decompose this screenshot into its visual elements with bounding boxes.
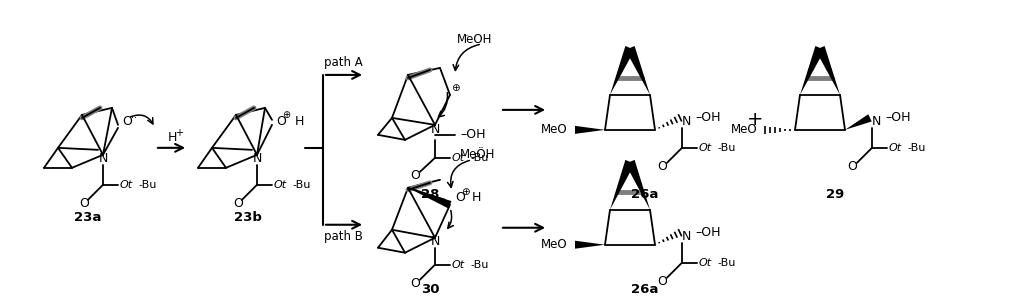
Text: -Bu: -Bu <box>717 258 735 268</box>
Text: H: H <box>167 131 177 144</box>
Text: O: O <box>410 169 420 182</box>
Text: 26a: 26a <box>632 188 658 201</box>
Polygon shape <box>626 46 650 95</box>
Text: O: O <box>276 115 286 128</box>
Polygon shape <box>575 126 605 134</box>
Text: N: N <box>682 230 691 243</box>
Text: –OH: –OH <box>695 226 721 239</box>
Text: –OH: –OH <box>695 111 721 124</box>
Text: 23b: 23b <box>234 211 262 224</box>
Polygon shape <box>610 46 635 95</box>
Text: MeÖH: MeÖH <box>461 148 496 161</box>
Text: Ot: Ot <box>452 260 465 270</box>
Text: N: N <box>872 115 882 128</box>
Text: ··: ·· <box>464 32 470 41</box>
Polygon shape <box>575 241 605 249</box>
Text: ⊕: ⊕ <box>451 83 460 93</box>
Text: –OH: –OH <box>460 128 485 141</box>
Text: path B: path B <box>324 230 362 243</box>
Polygon shape <box>800 46 824 95</box>
Text: 30: 30 <box>421 283 439 296</box>
Text: MeO: MeO <box>541 123 567 136</box>
Polygon shape <box>610 160 635 210</box>
Text: 23a: 23a <box>75 211 101 224</box>
Text: O: O <box>657 160 667 173</box>
Text: -Bu: -Bu <box>138 180 157 190</box>
Text: MeO: MeO <box>730 123 757 136</box>
Polygon shape <box>815 46 840 95</box>
Text: Ot: Ot <box>699 258 712 268</box>
Text: O: O <box>122 115 132 128</box>
Text: N: N <box>430 235 439 248</box>
Text: ⊕: ⊕ <box>282 110 290 120</box>
Text: H: H <box>295 115 304 128</box>
Text: -Bu: -Bu <box>907 143 926 153</box>
Text: +: + <box>746 110 763 129</box>
Text: path A: path A <box>324 56 362 69</box>
Text: O: O <box>79 197 89 210</box>
Text: Ot: Ot <box>274 180 287 190</box>
Text: Ot: Ot <box>699 143 712 153</box>
Text: O: O <box>233 197 243 210</box>
Polygon shape <box>408 188 452 209</box>
Text: O: O <box>657 275 667 288</box>
Text: Ot: Ot <box>452 153 465 163</box>
Text: 29: 29 <box>826 188 844 201</box>
Polygon shape <box>626 160 650 210</box>
Text: H: H <box>472 191 481 204</box>
Text: -Bu: -Bu <box>470 153 488 163</box>
Text: ··: ·· <box>131 113 137 123</box>
Text: -Bu: -Bu <box>717 143 735 153</box>
Text: 26a: 26a <box>632 283 658 296</box>
Text: MeO: MeO <box>541 238 567 251</box>
Text: MeOH: MeOH <box>458 33 493 46</box>
Text: -Bu: -Bu <box>292 180 310 190</box>
Polygon shape <box>845 114 871 130</box>
Text: –OH: –OH <box>885 111 910 124</box>
Text: N: N <box>430 123 439 136</box>
Text: 28: 28 <box>421 188 439 201</box>
Text: Ot: Ot <box>120 180 133 190</box>
Text: O: O <box>455 191 465 204</box>
Text: N: N <box>682 115 691 128</box>
Text: +: + <box>175 128 183 138</box>
Text: Ot: Ot <box>889 143 902 153</box>
Text: O: O <box>410 277 420 290</box>
Text: N: N <box>98 152 108 165</box>
Text: ⊕: ⊕ <box>461 187 469 197</box>
Text: N: N <box>252 152 262 165</box>
Text: -Bu: -Bu <box>470 260 488 270</box>
Text: O: O <box>847 160 857 173</box>
